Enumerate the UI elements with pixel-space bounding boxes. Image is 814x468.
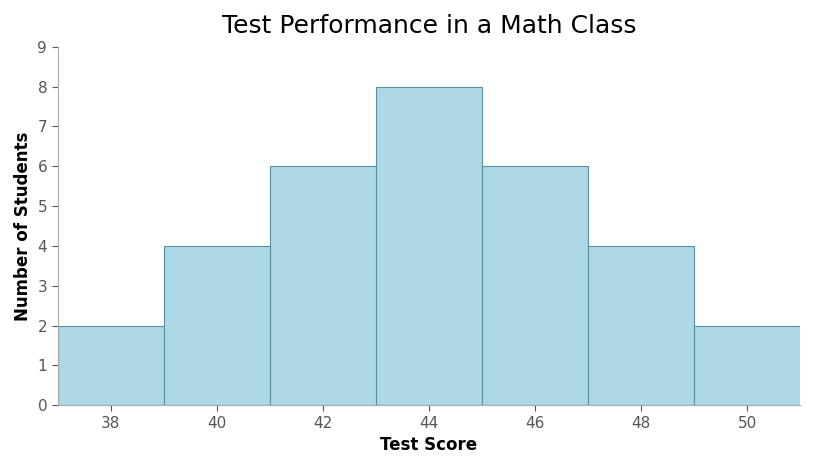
Bar (58, 326, 164, 405)
Bar (482, 166, 588, 405)
Bar (376, 87, 482, 405)
Bar (694, 326, 800, 405)
Bar (269, 166, 376, 405)
X-axis label: Test Score: Test Score (380, 436, 478, 454)
Bar (588, 246, 694, 405)
Y-axis label: Number of Students: Number of Students (14, 131, 32, 321)
Bar (164, 246, 269, 405)
Title: Test Performance in a Math Class: Test Performance in a Math Class (221, 14, 636, 38)
